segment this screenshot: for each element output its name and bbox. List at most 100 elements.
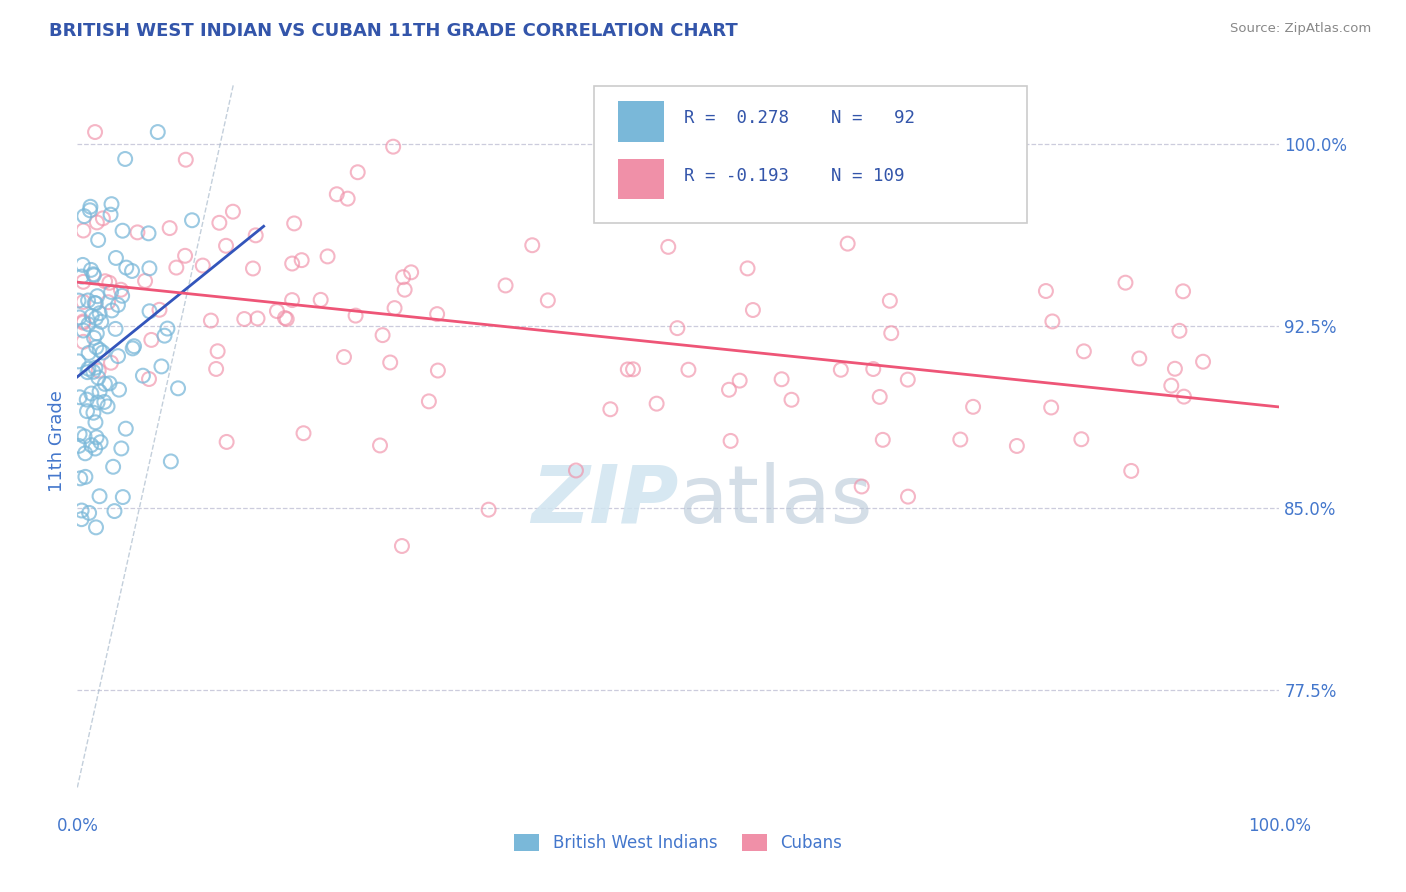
Text: R = -0.193    N = 109: R = -0.193 N = 109	[685, 168, 905, 186]
Point	[215, 434, 238, 449]
Point	[872, 433, 894, 447]
Point	[84, 125, 107, 139]
Point	[89, 343, 111, 357]
Point	[879, 293, 901, 308]
Point	[100, 356, 122, 370]
Point	[1035, 284, 1057, 298]
Point	[153, 328, 176, 343]
Point	[127, 226, 149, 240]
Point	[146, 125, 169, 139]
Point	[72, 314, 94, 328]
Point	[391, 539, 413, 553]
Point	[283, 216, 305, 230]
Point	[72, 295, 94, 310]
Point	[1160, 378, 1182, 392]
Point	[70, 512, 93, 526]
Point	[565, 463, 588, 477]
Point	[281, 256, 304, 270]
Point	[897, 490, 920, 504]
Point	[191, 259, 214, 273]
Point	[371, 328, 394, 343]
Point	[97, 295, 120, 310]
Point	[70, 503, 93, 517]
Point	[98, 376, 121, 391]
Point	[495, 278, 517, 293]
Point	[1073, 344, 1095, 359]
Point	[82, 365, 104, 379]
Point	[645, 397, 668, 411]
Point	[897, 373, 920, 387]
Point	[122, 339, 145, 353]
Point	[276, 312, 298, 326]
Point	[79, 203, 101, 218]
Point	[69, 390, 91, 404]
Point	[138, 261, 160, 276]
Point	[215, 239, 238, 253]
Point	[110, 283, 132, 297]
Point	[86, 215, 108, 229]
Point	[165, 260, 187, 275]
Point	[90, 435, 112, 450]
Point	[121, 264, 143, 278]
Point	[316, 249, 339, 263]
Point	[77, 293, 100, 308]
Y-axis label: 11th Grade: 11th Grade	[48, 391, 66, 492]
Point	[72, 334, 94, 349]
Point	[949, 433, 972, 447]
Point	[720, 434, 742, 448]
Point	[111, 224, 134, 238]
Point	[394, 283, 416, 297]
Point	[830, 363, 852, 377]
Point	[382, 139, 405, 153]
Point	[770, 372, 793, 386]
Point	[77, 346, 100, 360]
Point	[167, 381, 190, 395]
Point	[84, 520, 107, 534]
Text: atlas: atlas	[679, 462, 873, 540]
Point	[207, 344, 229, 359]
Point	[84, 442, 107, 456]
Point	[94, 376, 117, 391]
Point	[1168, 324, 1191, 338]
Point	[880, 326, 903, 341]
Point	[426, 307, 449, 321]
Point	[67, 439, 90, 453]
Point	[134, 274, 156, 288]
Point	[346, 165, 368, 179]
Point	[1128, 351, 1150, 366]
Point	[1005, 439, 1028, 453]
Point	[72, 316, 94, 330]
Point	[205, 362, 228, 376]
Text: BRITISH WEST INDIAN VS CUBAN 11TH GRADE CORRELATION CHART: BRITISH WEST INDIAN VS CUBAN 11TH GRADE …	[49, 22, 738, 40]
Point	[1040, 401, 1063, 415]
Point	[84, 296, 107, 310]
Point	[72, 223, 94, 237]
Point	[326, 187, 349, 202]
Point	[84, 311, 107, 326]
Point	[246, 311, 269, 326]
Point	[101, 303, 124, 318]
Point	[1121, 464, 1143, 478]
Point	[380, 355, 402, 369]
Point	[111, 490, 134, 504]
Point	[114, 152, 136, 166]
Point	[90, 315, 112, 329]
Point	[392, 270, 415, 285]
Point	[80, 309, 103, 323]
Point	[962, 400, 984, 414]
Point	[104, 322, 127, 336]
Text: Source: ZipAtlas.com: Source: ZipAtlas.com	[1230, 22, 1371, 36]
Point	[86, 430, 108, 444]
Point	[141, 333, 163, 347]
Point	[200, 313, 222, 327]
Point	[72, 324, 94, 338]
Point	[82, 267, 104, 281]
Point	[110, 442, 132, 456]
Point	[728, 374, 751, 388]
FancyBboxPatch shape	[595, 87, 1026, 223]
FancyBboxPatch shape	[619, 159, 664, 200]
Point	[309, 293, 332, 307]
Point	[67, 293, 90, 308]
Point	[72, 275, 94, 289]
Point	[107, 298, 129, 312]
